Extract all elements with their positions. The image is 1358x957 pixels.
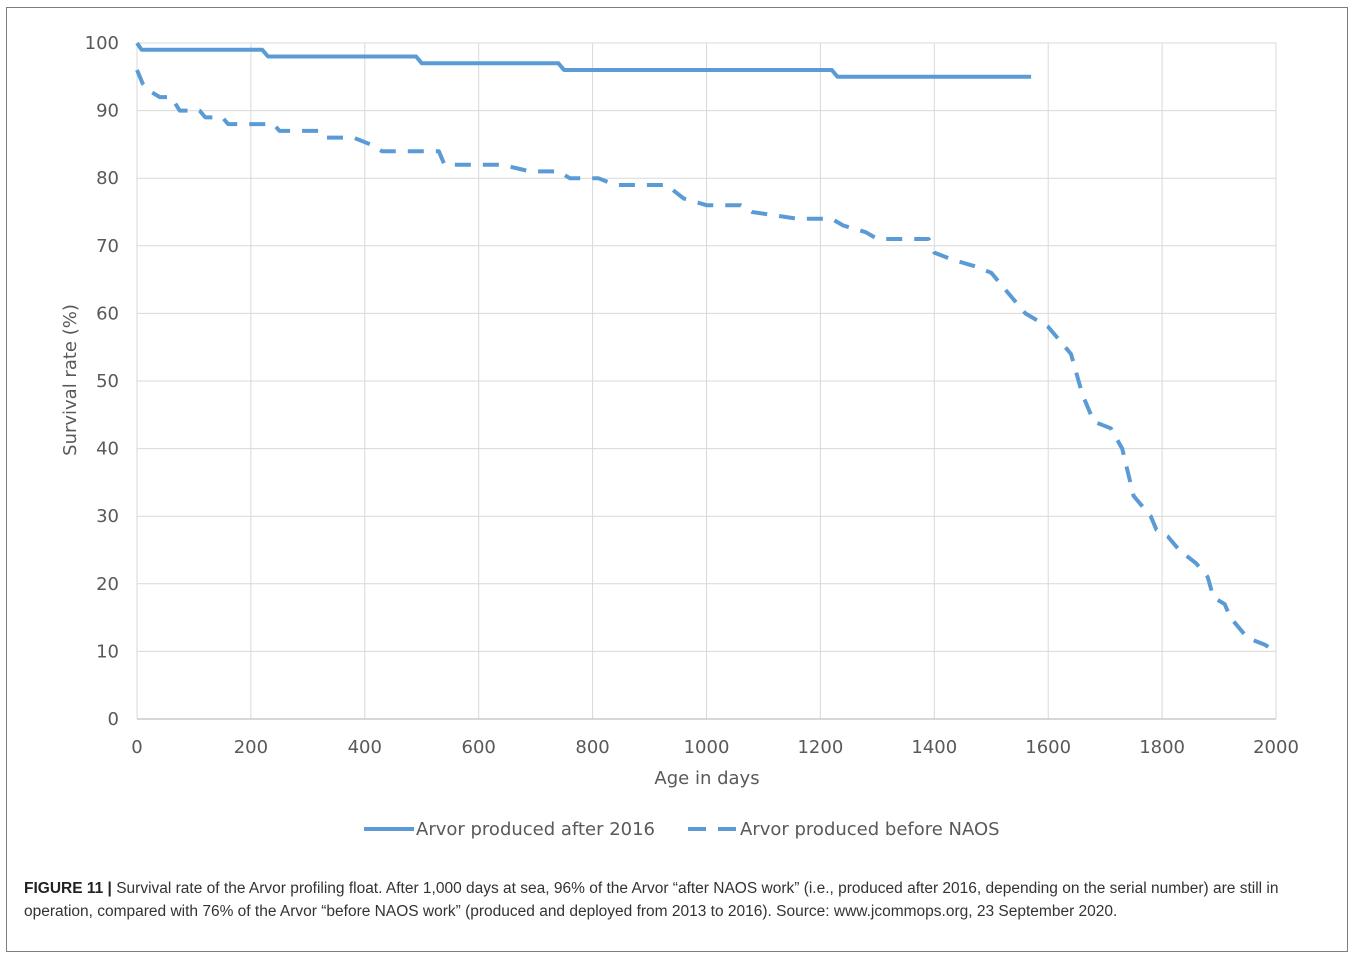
- legend: Arvor produced after 2016 Arvor produced …: [364, 819, 1000, 840]
- y-tick-label: 40: [96, 439, 119, 460]
- figure-caption: FIGURE 11 | Survival rate of the Arvor p…: [24, 877, 1342, 923]
- series-line-1: [135, 41, 1032, 79]
- x-tick-label: 1000: [684, 737, 730, 758]
- y-tick-label: 0: [108, 709, 119, 730]
- series-lines: [135, 41, 1278, 654]
- y-tick-label: 20: [96, 574, 119, 595]
- legend-label-2: Arvor produced before NAOS: [740, 819, 1000, 840]
- caption-label: FIGURE 11 |: [24, 880, 112, 897]
- y-axis-title: Survival rate (%): [60, 304, 81, 456]
- x-tick-labels: 0 200 400 600 800 1000 1200 1400 1600 1800 2000: [131, 737, 1299, 758]
- y-tick-labels: 0 10 20 30 40 50 60 70 80 90 100: [85, 33, 119, 730]
- y-tick-label: 60: [96, 303, 119, 324]
- y-tick-label: 100: [85, 33, 119, 54]
- y-tick-label: 90: [96, 101, 119, 122]
- grid: [137, 42, 1277, 719]
- x-tick-label: 0: [131, 737, 142, 758]
- chart: 0 10 20 30 40 50 60 70 80 90 100 0 200 400 600 800 1000…: [60, 33, 1299, 840]
- y-tick-label: 50: [96, 371, 119, 392]
- chart-frame: [6, 7, 1348, 952]
- x-tick-label: 800: [575, 737, 609, 758]
- y-tick-label: 30: [96, 506, 119, 527]
- x-tick-label: 1200: [797, 737, 843, 758]
- axes: [136, 43, 1276, 720]
- x-tick-label: 200: [234, 737, 268, 758]
- x-tick-label: 1600: [1025, 737, 1071, 758]
- y-tick-label: 80: [96, 168, 119, 189]
- caption-text: Survival rate of the Arvor profiling flo…: [24, 880, 1279, 920]
- x-tick-label: 600: [462, 737, 496, 758]
- x-tick-label: 2000: [1253, 737, 1299, 758]
- x-tick-label: 1800: [1139, 737, 1185, 758]
- series-line-2: [135, 69, 1278, 654]
- x-axis-title: Age in days: [654, 768, 759, 789]
- legend-label-1: Arvor produced after 2016: [416, 819, 655, 840]
- x-tick-label: 400: [348, 737, 382, 758]
- y-tick-label: 10: [96, 641, 119, 662]
- x-tick-label: 1400: [911, 737, 957, 758]
- y-tick-label: 70: [96, 236, 119, 257]
